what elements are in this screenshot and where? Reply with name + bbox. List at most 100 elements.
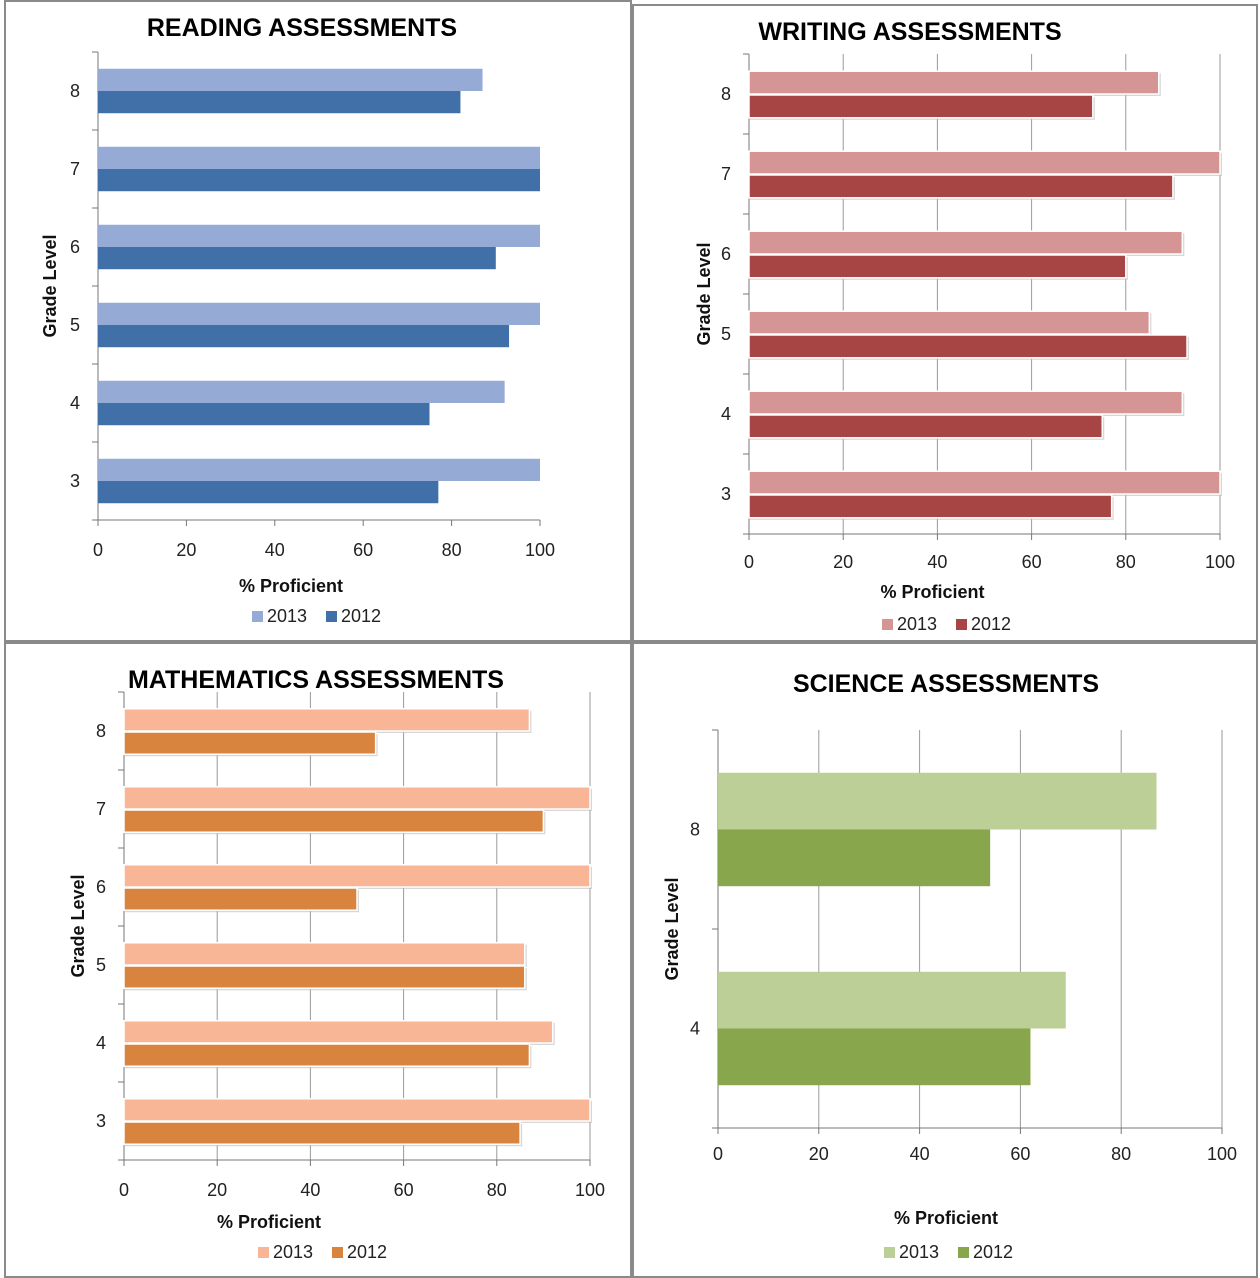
mathematics-bar-grade-5-2013 <box>123 942 526 966</box>
reading-bar-grade-8-2013 <box>98 68 483 91</box>
reading-legend-swatch-2012 <box>326 611 337 622</box>
mathematics-x-tick-label: 40 <box>300 1180 320 1200</box>
writing-bar-grade-6-2012 <box>748 254 1127 279</box>
science-y-tick-label: 8 <box>690 820 700 840</box>
reading-bar-grade-5-2012 <box>98 325 510 348</box>
writing-bar-grade-5-2012 <box>748 334 1188 359</box>
writing-x-tick-label: 40 <box>927 552 947 572</box>
mathematics-bar-grade-3-2013 <box>123 1098 591 1122</box>
writing-y-tick-label: 5 <box>721 324 731 344</box>
science-x-tick-label: 60 <box>1010 1144 1030 1164</box>
mathematics-y-tick-label: 6 <box>96 877 106 897</box>
mathematics-x-tick-label: 80 <box>487 1180 507 1200</box>
writing-y-tick-label: 4 <box>721 404 731 424</box>
reading-bar-grade-7-2012 <box>98 169 540 192</box>
writing-bar-grade-4-2013 <box>748 390 1184 415</box>
science-chart: SCIENCE ASSESSMENTS 0 20 40 60 80 100 4 8 % Profi… <box>662 670 1237 1262</box>
mathematics-bar-grade-4-2013 <box>123 1020 554 1044</box>
writing-bar-grade-8-2012 <box>748 94 1094 119</box>
reading-bar-grade-4-2013 <box>98 380 505 403</box>
mathematics-chart-panel: MATHEMATICS ASSESSMENTS 0 20 40 60 80 100 3 4 5 6 7… <box>4 642 632 1278</box>
mathematics-bar-grade-8-2013 <box>123 708 531 732</box>
mathematics-y-tick-label: 4 <box>96 1033 106 1053</box>
science-bar-grade-4-2013 <box>718 971 1066 1029</box>
mathematics-bar-grade-4-2012 <box>123 1043 531 1067</box>
science-legend-label-2012: 2012 <box>973 1242 1013 1262</box>
mathematics-bar-grade-7-2012 <box>123 809 545 833</box>
reading-bar-grade-5-2013 <box>98 302 540 325</box>
mathematics-x-tick-label: 0 <box>119 1180 129 1200</box>
writing-legend-swatch-2012 <box>956 619 967 630</box>
writing-chart-panel: WRITING ASSESSMENTS 0 20 40 60 80 100 3 4 5 6 7 8 % P… <box>632 4 1258 642</box>
reading-x-axis-title: % Proficient <box>239 576 343 596</box>
mathematics-legend-label-2013: 2013 <box>273 1242 313 1262</box>
science-x-tick-label: 20 <box>809 1144 829 1164</box>
writing-bar-grade-8-2013 <box>748 70 1160 95</box>
reading-legend-label-2013: 2013 <box>267 606 307 626</box>
writing-chart: WRITING ASSESSMENTS 0 20 40 60 80 100 3 4 5 6 7 8 % P… <box>694 18 1235 634</box>
reading-y-tick-label: 6 <box>70 237 80 257</box>
reading-y-tick-label: 5 <box>70 315 80 335</box>
reading-y-axis-title: Grade Level <box>40 234 60 337</box>
mathematics-bar-grade-3-2012 <box>123 1121 521 1145</box>
science-y-axis-title: Grade Level <box>662 877 682 980</box>
mathematics-x-tick-label: 100 <box>575 1180 605 1200</box>
reading-bar-grade-3-2013 <box>98 458 540 481</box>
science-legend-swatch-2013 <box>884 1247 895 1258</box>
mathematics-bar-grade-6-2012 <box>123 887 358 911</box>
reading-bar-grade-3-2012 <box>98 481 439 504</box>
mathematics-y-tick-label: 5 <box>96 955 106 975</box>
reading-bar-grade-8-2012 <box>98 91 461 114</box>
mathematics-chart: MATHEMATICS ASSESSMENTS 0 20 40 60 80 100 3 4 5 6 7… <box>68 666 605 1262</box>
writing-x-tick-label: 20 <box>833 552 853 572</box>
reading-bar-grade-7-2013 <box>98 146 540 169</box>
mathematics-x-axis-title: % Proficient <box>217 1212 321 1232</box>
reading-chart-panel: READING ASSESSMENTS 0 20 40 60 80 100 3 4 5 6 7 8 % P… <box>4 0 632 642</box>
reading-y-tick-label: 8 <box>70 81 80 101</box>
science-chart-title: SCIENCE ASSESSMENTS <box>793 670 1099 698</box>
science-x-tick-label: 100 <box>1207 1144 1237 1164</box>
science-legend-swatch-2012 <box>958 1247 969 1258</box>
writing-chart-title: WRITING ASSESSMENTS <box>758 18 1061 46</box>
science-x-tick-label: 0 <box>713 1144 723 1164</box>
writing-y-axis-title: Grade Level <box>694 242 714 345</box>
writing-x-tick-label: 100 <box>1205 552 1235 572</box>
mathematics-y-tick-label: 3 <box>96 1111 106 1131</box>
writing-x-tick-label: 60 <box>1022 552 1042 572</box>
writing-bar-grade-3-2013 <box>748 470 1221 495</box>
science-x-axis-title: % Proficient <box>894 1208 998 1228</box>
mathematics-bar-grade-7-2013 <box>123 786 591 810</box>
reading-chart-title: READING ASSESSMENTS <box>147 14 457 42</box>
writing-bar-grade-5-2013 <box>748 310 1151 335</box>
mathematics-y-axis-title: Grade Level <box>68 874 88 977</box>
reading-x-tick-label: 60 <box>353 540 373 560</box>
mathematics-x-tick-label: 20 <box>207 1180 227 1200</box>
reading-y-tick-label: 7 <box>70 159 80 179</box>
reading-legend-swatch-2013 <box>252 611 263 622</box>
mathematics-legend-swatch-2013 <box>258 1247 269 1258</box>
writing-legend-label-2013: 2013 <box>897 614 937 634</box>
mathematics-legend-swatch-2012 <box>332 1247 343 1258</box>
reading-chart: READING ASSESSMENTS 0 20 40 60 80 100 3 4 5 6 7 8 % P… <box>40 14 555 626</box>
science-x-tick-label: 40 <box>910 1144 930 1164</box>
writing-x-tick-label: 0 <box>744 552 754 572</box>
mathematics-y-tick-label: 7 <box>96 799 106 819</box>
writing-y-tick-label: 3 <box>721 484 731 504</box>
reading-bar-grade-4-2012 <box>98 403 430 426</box>
reading-x-tick-label: 40 <box>265 540 285 560</box>
reading-bar-grade-6-2012 <box>98 247 496 270</box>
science-legend-label-2013: 2013 <box>899 1242 939 1262</box>
science-y-tick-label: 4 <box>690 1019 700 1039</box>
writing-y-tick-label: 6 <box>721 244 731 264</box>
writing-y-tick-label: 7 <box>721 164 731 184</box>
mathematics-bar-grade-8-2012 <box>123 731 377 755</box>
writing-bar-grade-4-2012 <box>748 414 1103 439</box>
reading-x-tick-label: 20 <box>176 540 196 560</box>
mathematics-legend-label-2012: 2012 <box>347 1242 387 1262</box>
science-bar-grade-8-2013 <box>718 772 1157 830</box>
mathematics-bar-grade-6-2013 <box>123 864 591 888</box>
reading-x-tick-label: 100 <box>525 540 555 560</box>
mathematics-chart-title: MATHEMATICS ASSESSMENTS <box>128 666 504 694</box>
writing-legend-swatch-2013 <box>882 619 893 630</box>
